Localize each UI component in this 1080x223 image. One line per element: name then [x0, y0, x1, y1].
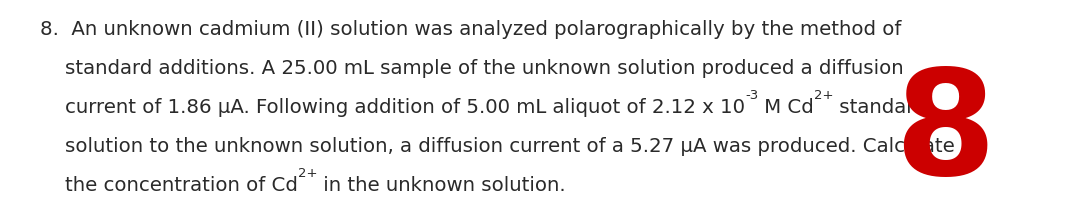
Text: -3: -3 — [745, 89, 758, 102]
Text: M Cd: M Cd — [758, 98, 814, 117]
Text: standard additions. A 25.00 mL sample of the unknown solution produced a diffusi: standard additions. A 25.00 mL sample of… — [40, 59, 904, 78]
Text: solution to the unknown solution, a diffusion current of a 5.27 μA was produced.: solution to the unknown solution, a diff… — [40, 137, 955, 156]
Text: in the unknown solution.: in the unknown solution. — [318, 176, 566, 195]
Text: 2+: 2+ — [298, 167, 318, 180]
Text: current of 1.86 μA. Following addition of 5.00 mL aliquot of 2.12 x 10: current of 1.86 μA. Following addition o… — [40, 98, 745, 117]
Text: 2+: 2+ — [814, 89, 834, 102]
Text: standard: standard — [834, 98, 927, 117]
Text: 8.  An unknown cadmium (II) solution was analyzed polarographically by the metho: 8. An unknown cadmium (II) solution was … — [40, 20, 902, 39]
Text: 8: 8 — [894, 64, 996, 205]
Text: the concentration of Cd: the concentration of Cd — [40, 176, 298, 195]
